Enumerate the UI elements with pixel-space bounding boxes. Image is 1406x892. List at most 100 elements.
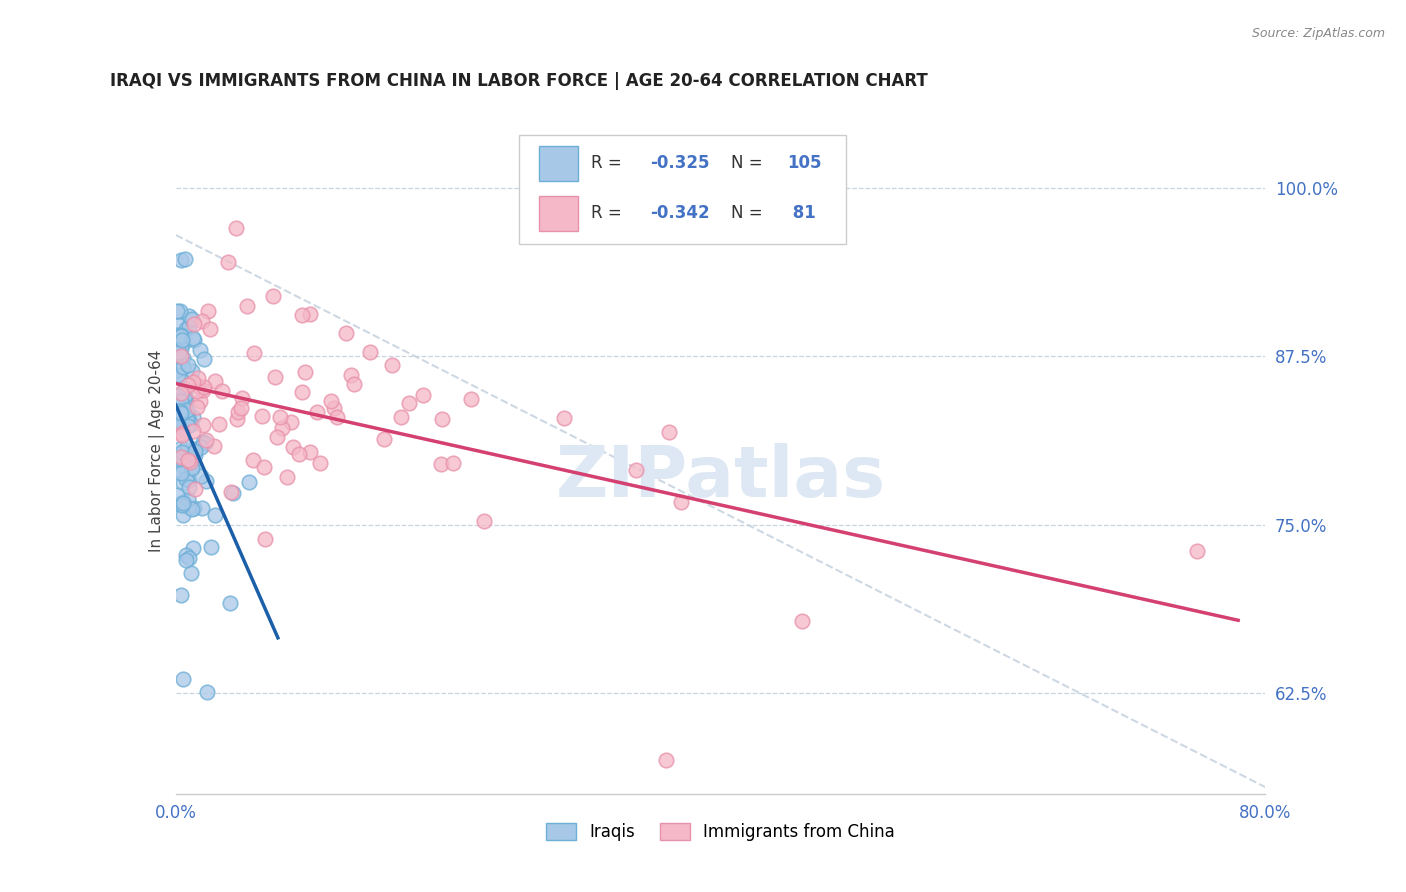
Point (655, 753, 678, 767)
Point (166, 417, 188, 431)
Point (174, 395, 197, 409)
Point (176, 404, 198, 418)
Point (412, 388, 434, 402)
Point (167, 318, 190, 333)
Point (174, 548, 197, 562)
Point (180, 566, 202, 580)
Text: 105: 105 (787, 153, 821, 171)
Text: N =: N = (731, 204, 768, 222)
Point (291, 385, 314, 400)
Point (226, 404, 249, 418)
Point (181, 442, 204, 456)
Text: -0.342: -0.342 (650, 204, 710, 222)
Point (198, 322, 221, 336)
Text: Source: ZipAtlas.com: Source: ZipAtlas.com (1251, 27, 1385, 40)
Point (373, 432, 395, 446)
Point (179, 318, 201, 333)
Point (287, 447, 309, 461)
Point (170, 394, 193, 409)
Point (191, 434, 214, 449)
Point (170, 253, 193, 268)
Point (225, 411, 247, 425)
Point (191, 418, 214, 433)
Point (180, 461, 202, 475)
Point (170, 342, 193, 356)
Point (190, 440, 212, 454)
Bar (538, 145, 578, 181)
Point (186, 400, 208, 414)
Point (166, 363, 188, 377)
Point (167, 389, 190, 403)
Point (172, 427, 194, 442)
Point (183, 333, 205, 347)
Point (166, 392, 188, 407)
Point (238, 475, 260, 490)
Point (170, 498, 193, 512)
Point (174, 321, 197, 335)
Point (186, 384, 208, 398)
Text: 81: 81 (787, 204, 815, 222)
Point (181, 424, 204, 438)
Point (269, 409, 291, 424)
Point (231, 401, 253, 415)
Point (359, 345, 381, 359)
Point (187, 370, 209, 384)
Point (166, 488, 188, 502)
Point (177, 453, 200, 467)
Point (309, 456, 332, 470)
Point (181, 375, 204, 389)
Point (167, 418, 190, 433)
Point (242, 453, 264, 467)
Point (553, 410, 575, 425)
Point (172, 336, 194, 351)
Point (169, 452, 191, 467)
Point (180, 417, 202, 431)
Point (266, 430, 288, 444)
Point (299, 445, 322, 459)
Point (325, 410, 347, 425)
Point (253, 532, 276, 546)
Point (472, 514, 495, 528)
Point (172, 673, 194, 687)
Point (242, 345, 264, 359)
Point (170, 406, 193, 420)
Point (430, 411, 453, 425)
Point (166, 327, 188, 342)
Point (389, 410, 412, 425)
Point (339, 368, 361, 382)
Text: IRAQI VS IMMIGRANTS FROM CHINA IN LABOR FORCE | AGE 20-64 CORRELATION CHART: IRAQI VS IMMIGRANTS FROM CHINA IN LABOR … (110, 72, 928, 90)
Point (191, 383, 214, 397)
Point (166, 304, 188, 318)
Point (167, 345, 190, 359)
Point (200, 541, 222, 555)
Point (170, 458, 193, 472)
Point (169, 370, 191, 384)
Point (180, 502, 202, 516)
Point (262, 288, 284, 302)
Point (170, 588, 193, 602)
Point (180, 447, 202, 461)
Point (184, 448, 207, 462)
Point (204, 508, 226, 523)
Point (177, 473, 200, 487)
Point (174, 391, 197, 405)
Point (225, 221, 247, 235)
Point (219, 485, 242, 500)
Point (173, 418, 195, 433)
Point (253, 460, 276, 475)
Text: -0.325: -0.325 (650, 153, 709, 171)
Point (460, 392, 482, 406)
Point (792, 615, 814, 629)
Point (181, 459, 204, 474)
Point (190, 468, 212, 483)
Point (172, 359, 194, 374)
Point (176, 472, 198, 486)
Point (322, 401, 344, 415)
Point (294, 365, 316, 379)
Point (180, 461, 202, 475)
Point (193, 351, 215, 366)
Point (188, 343, 211, 357)
Point (231, 391, 253, 405)
Point (188, 393, 211, 408)
Point (166, 368, 188, 382)
